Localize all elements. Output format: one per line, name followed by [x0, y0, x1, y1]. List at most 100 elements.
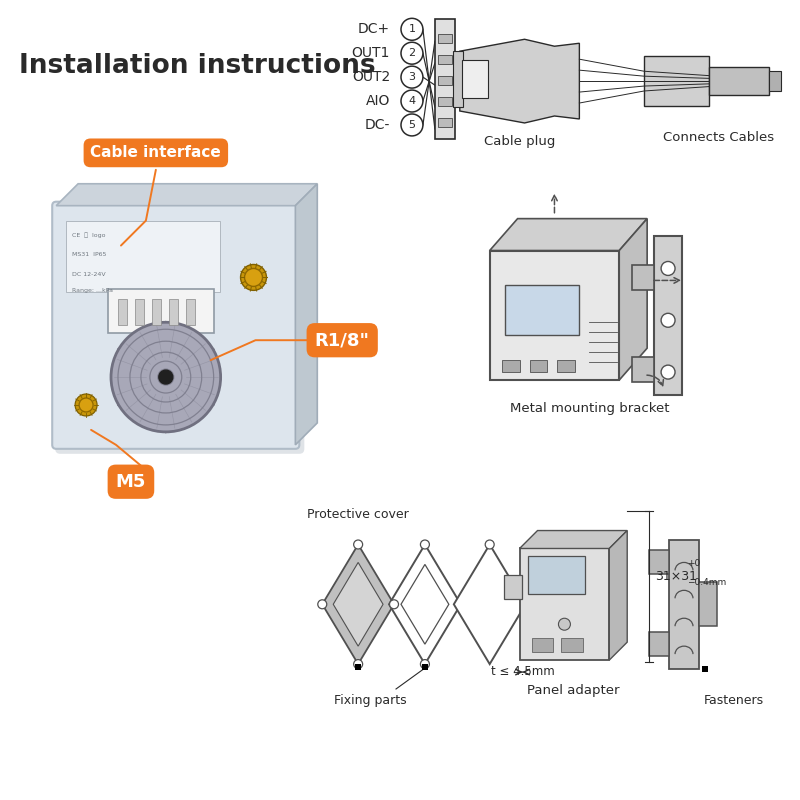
Bar: [519, 549, 610, 660]
FancyBboxPatch shape: [649, 550, 669, 574]
Bar: [709, 67, 769, 95]
Text: MS31  IP65: MS31 IP65: [72, 253, 106, 258]
Text: R1/8": R1/8": [314, 331, 370, 350]
Circle shape: [159, 370, 173, 384]
Text: −0.4mm: −0.4mm: [687, 578, 726, 587]
Circle shape: [661, 314, 675, 327]
Text: CE  ⓤ  logo: CE ⓤ logo: [72, 232, 106, 238]
Circle shape: [401, 66, 423, 88]
Circle shape: [354, 659, 362, 669]
Text: Protective cover: Protective cover: [307, 507, 409, 521]
Text: OUT2: OUT2: [352, 70, 390, 84]
Bar: [531, 638, 554, 652]
Circle shape: [421, 540, 430, 549]
Polygon shape: [519, 530, 627, 549]
Text: 31×31: 31×31: [655, 570, 697, 583]
Circle shape: [401, 18, 423, 40]
Circle shape: [354, 540, 362, 549]
Bar: [438, 76, 452, 85]
FancyBboxPatch shape: [649, 632, 669, 656]
Bar: [644, 56, 709, 106]
Polygon shape: [490, 218, 647, 250]
Bar: [438, 55, 452, 64]
Text: Range: ...kPa: Range: ...kPa: [72, 288, 113, 294]
Bar: [527, 557, 586, 594]
Bar: [435, 19, 455, 139]
Bar: [530, 360, 547, 372]
Polygon shape: [56, 184, 318, 206]
Polygon shape: [610, 530, 627, 660]
Text: 4: 4: [408, 96, 415, 106]
Circle shape: [401, 42, 423, 64]
Polygon shape: [118, 322, 214, 432]
FancyBboxPatch shape: [55, 205, 304, 454]
Circle shape: [401, 90, 423, 112]
Circle shape: [401, 114, 423, 136]
Bar: [558, 360, 575, 372]
Text: Panel adapter: Panel adapter: [527, 684, 620, 697]
Bar: [462, 60, 488, 98]
Bar: [422, 664, 428, 670]
Circle shape: [486, 540, 494, 549]
Bar: [699, 582, 717, 626]
Bar: [438, 34, 452, 43]
Bar: [562, 638, 583, 652]
Circle shape: [558, 618, 570, 630]
Text: Cable plug: Cable plug: [484, 135, 555, 148]
FancyBboxPatch shape: [52, 202, 299, 449]
Text: 5: 5: [409, 120, 415, 130]
Circle shape: [390, 600, 398, 609]
Polygon shape: [322, 545, 394, 664]
Text: Fasteners: Fasteners: [704, 694, 764, 707]
Bar: [438, 97, 452, 106]
Bar: [654, 235, 682, 395]
Bar: [152, 299, 161, 326]
Text: DC-: DC-: [365, 118, 390, 132]
Text: OUT1: OUT1: [352, 46, 390, 60]
Polygon shape: [334, 562, 383, 646]
Polygon shape: [295, 184, 318, 445]
Text: DC 12-24V: DC 12-24V: [72, 273, 106, 278]
Text: Metal mounting bracket: Metal mounting bracket: [510, 402, 669, 415]
Text: +0: +0: [687, 559, 700, 569]
Circle shape: [661, 365, 675, 379]
Text: M5: M5: [116, 473, 146, 490]
Circle shape: [421, 659, 430, 669]
Circle shape: [111, 322, 221, 432]
FancyBboxPatch shape: [66, 221, 220, 292]
Text: 1: 1: [409, 24, 415, 34]
Bar: [135, 299, 144, 326]
Bar: [669, 539, 699, 669]
Text: Fixing parts: Fixing parts: [334, 694, 406, 707]
Text: Connects Cables: Connects Cables: [663, 131, 774, 144]
Text: Installation instructions: Installation instructions: [19, 53, 376, 79]
Bar: [438, 118, 452, 127]
Polygon shape: [619, 218, 647, 380]
Circle shape: [661, 262, 675, 275]
Bar: [502, 360, 519, 372]
Bar: [632, 357, 654, 382]
Circle shape: [245, 269, 262, 286]
Bar: [453, 51, 462, 107]
Bar: [186, 299, 194, 326]
Text: 3: 3: [409, 72, 415, 82]
Bar: [118, 299, 127, 326]
Text: t ≤ 4.5mm: t ≤ 4.5mm: [490, 665, 554, 678]
Bar: [505, 286, 579, 335]
Text: DC+: DC+: [358, 22, 390, 36]
Circle shape: [79, 398, 93, 412]
Bar: [769, 71, 781, 91]
Bar: [632, 266, 654, 290]
FancyBboxPatch shape: [108, 290, 214, 334]
Polygon shape: [455, 39, 579, 123]
Bar: [702, 666, 708, 672]
Text: 2: 2: [408, 48, 415, 58]
Bar: [169, 299, 178, 326]
Text: AIO: AIO: [366, 94, 390, 108]
Polygon shape: [454, 545, 526, 664]
Circle shape: [318, 600, 326, 609]
Circle shape: [241, 265, 266, 290]
Bar: [490, 250, 619, 380]
Bar: [355, 664, 361, 670]
Circle shape: [75, 394, 97, 416]
